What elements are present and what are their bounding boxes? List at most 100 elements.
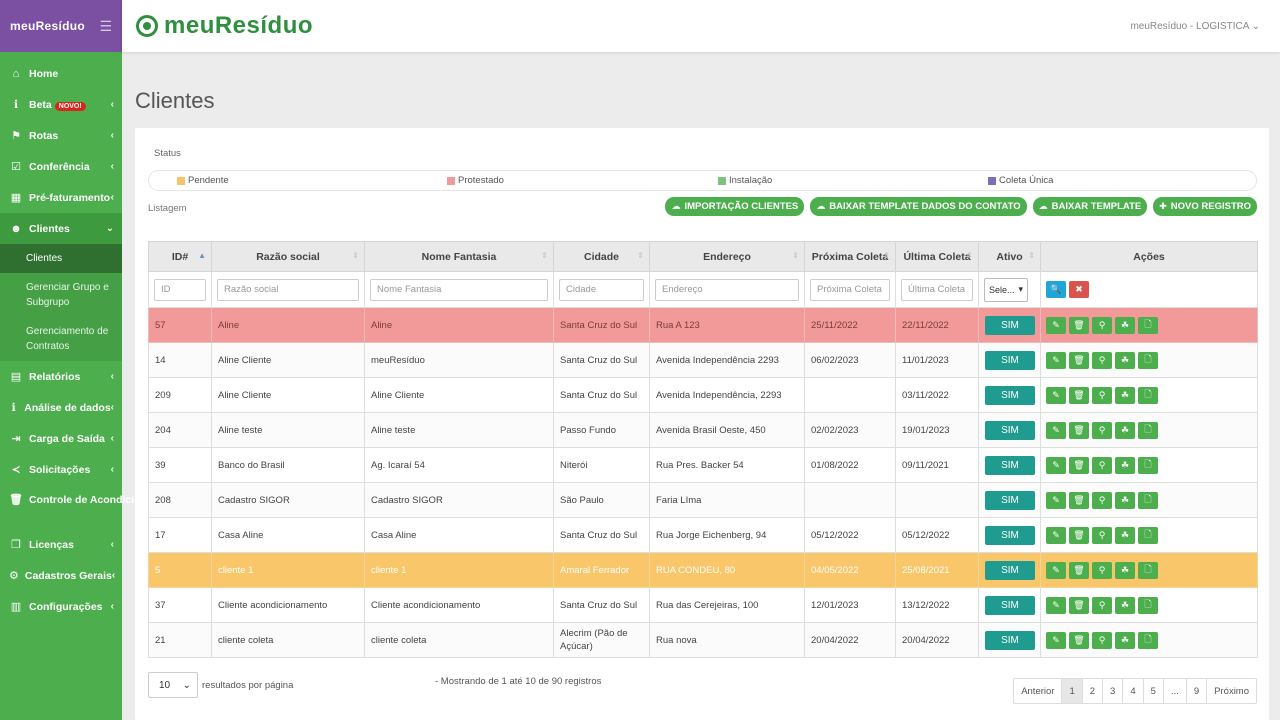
active-toggle-button[interactable]: SIM: [985, 315, 1035, 335]
cidade-filter-input[interactable]: Cidade: [559, 278, 644, 301]
page-button[interactable]: 1: [1062, 679, 1083, 703]
col-ativo[interactable]: Ativo ⇕: [978, 241, 1041, 272]
sidebar-item-relatorios[interactable]: ▤ Relatórios ‹: [10, 370, 114, 384]
active-toggle-button[interactable]: SIM: [985, 385, 1035, 405]
group-button[interactable]: ☘: [1115, 631, 1135, 649]
edit-button[interactable]: ✎: [1046, 491, 1066, 509]
new-record-button[interactable]: ✚ NOVO REGISTRO: [1153, 197, 1257, 216]
table-row[interactable]: 57 Aline Aline Santa Cruz do Sul Rua A 123 25…: [148, 307, 1258, 343]
edit-button[interactable]: ✎: [1046, 386, 1066, 404]
sidebar-item-solicitacoes[interactable]: ≺ Solicitações ‹: [0, 454, 122, 485]
sidebar-item-rotas[interactable]: ⚑ Rotas ‹: [0, 120, 122, 151]
edit-button[interactable]: ✎: [1046, 421, 1066, 439]
top-logo[interactable]: meuResíduo: [136, 12, 313, 40]
group-button[interactable]: ☘: [1115, 386, 1135, 404]
edit-button[interactable]: ✎: [1046, 561, 1066, 579]
ultima-filter-input[interactable]: Última Coleta: [901, 278, 973, 301]
table-row[interactable]: 204 Aline teste Aline teste Passo Fundo Aven…: [148, 412, 1258, 448]
edit-button[interactable]: ✎: [1046, 456, 1066, 474]
location-button[interactable]: ⚲: [1092, 386, 1112, 404]
document-button[interactable]: 🗋: [1138, 351, 1158, 369]
document-button[interactable]: 🗋: [1138, 491, 1158, 509]
location-button[interactable]: ⚲: [1092, 631, 1112, 649]
import-clients-button[interactable]: ☁ IMPORTAÇÃO CLIENTES: [665, 197, 805, 216]
document-button[interactable]: 🗋: [1138, 456, 1158, 474]
col-cidade[interactable]: Cidade ⇕: [553, 241, 650, 272]
sidebar-item-conferencia[interactable]: ☑ Conferência ‹: [0, 151, 122, 182]
delete-button[interactable]: 🗑: [1069, 491, 1089, 509]
active-toggle-button[interactable]: SIM: [985, 455, 1035, 475]
document-button[interactable]: 🗋: [1138, 421, 1158, 439]
fantasia-filter-input[interactable]: Nome Fantasia: [370, 278, 548, 301]
group-button[interactable]: ☘: [1115, 351, 1135, 369]
group-button[interactable]: ☘: [1115, 561, 1135, 579]
download-template-button[interactable]: ☁ BAIXAR TEMPLATE: [1032, 197, 1148, 216]
table-row[interactable]: 37 Cliente acondicionamento Cliente acondi…: [148, 587, 1258, 623]
table-row[interactable]: 209 Aline Cliente Aline Cliente Santa Cruz …: [148, 377, 1258, 413]
search-button[interactable]: 🔍: [1046, 281, 1066, 298]
delete-button[interactable]: 🗑: [1069, 526, 1089, 544]
id-filter-input[interactable]: ID: [154, 278, 206, 301]
page-button[interactable]: 9: [1187, 679, 1208, 703]
table-row[interactable]: 17 Casa Aline Casa Aline Santa Cruz do Sul R…: [148, 517, 1258, 553]
location-button[interactable]: ⚲: [1092, 456, 1112, 474]
active-toggle-button[interactable]: SIM: [985, 630, 1035, 650]
sidebar-item-pre-faturamento[interactable]: ▦ Pré-faturamento ‹: [10, 191, 114, 205]
delete-button[interactable]: 🗑: [1069, 351, 1089, 369]
page-button[interactable]: ...: [1164, 679, 1187, 703]
page-button[interactable]: 2: [1083, 679, 1104, 703]
edit-button[interactable]: ✎: [1046, 351, 1066, 369]
group-button[interactable]: ☘: [1115, 421, 1135, 439]
sidebar-item-beta[interactable]: ℹ Beta NOVO! ‹: [0, 89, 122, 120]
sidebar-item-licencas[interactable]: ❐ Licenças ‹: [0, 529, 122, 560]
ativo-filter-select[interactable]: Sele... ▾: [984, 277, 1028, 302]
table-row[interactable]: 21 cliente coleta cliente coleta Alecrim (P…: [148, 622, 1258, 658]
edit-button[interactable]: ✎: [1046, 316, 1066, 334]
table-row[interactable]: 208 Cadastro SIGOR Cadastro SIGOR São Paulo…: [148, 482, 1258, 518]
active-toggle-button[interactable]: SIM: [985, 560, 1035, 580]
delete-button[interactable]: 🗑: [1069, 421, 1089, 439]
group-button[interactable]: ☘: [1115, 596, 1135, 614]
page-button[interactable]: Anterior: [1014, 679, 1063, 703]
document-button[interactable]: 🗋: [1138, 526, 1158, 544]
sidebar-item-clientes[interactable]: ☻ Clientes ⌄: [0, 213, 122, 244]
table-row[interactable]: 5 cliente 1 cliente 1 Amaral Ferrador RUA CO…: [148, 552, 1258, 588]
delete-button[interactable]: 🗑: [1069, 561, 1089, 579]
delete-button[interactable]: 🗑: [1069, 456, 1089, 474]
edit-button[interactable]: ✎: [1046, 526, 1066, 544]
table-row[interactable]: 39 Banco do Brasil Ag. Icaraí 54 Niterói Rua…: [148, 447, 1258, 483]
location-button[interactable]: ⚲: [1092, 421, 1112, 439]
document-button[interactable]: 🗋: [1138, 596, 1158, 614]
page-size-select[interactable]: 10 ⌄: [148, 672, 198, 698]
user-menu[interactable]: meuResíduo - LOGISTICA ⌄: [1130, 20, 1260, 32]
sidebar-item-home[interactable]: ⌂ Home: [0, 58, 122, 89]
download-contact-template-button[interactable]: ☁ BAIXAR TEMPLATE DADOS DO CONTATO: [810, 197, 1027, 216]
sidebar-item-configuracoes[interactable]: ▥ Configurações ‹: [10, 600, 114, 614]
document-button[interactable]: 🗋: [1138, 386, 1158, 404]
col-endereco[interactable]: Endereço ⇕: [649, 241, 805, 272]
col-nome-fantasia[interactable]: Nome Fantasia ⇕: [364, 241, 554, 272]
page-button[interactable]: 4: [1123, 679, 1144, 703]
sidebar-item-cadastros[interactable]: ⚙ Cadastros Gerais ‹: [9, 569, 116, 583]
sidebar-logo[interactable]: meuResíduo: [10, 19, 86, 33]
col-id[interactable]: ID# ▲: [148, 241, 212, 272]
active-toggle-button[interactable]: SIM: [985, 525, 1035, 545]
table-row[interactable]: 14 Aline Cliente meuResíduo Santa Cruz do S…: [148, 342, 1258, 378]
endereco-filter-input[interactable]: Endereço: [655, 278, 799, 301]
document-button[interactable]: 🗋: [1138, 561, 1158, 579]
group-button[interactable]: ☘: [1115, 491, 1135, 509]
proxima-filter-input[interactable]: Próxima Coleta: [810, 278, 890, 301]
delete-button[interactable]: 🗑: [1069, 386, 1089, 404]
col-razao-social[interactable]: Razão social ⇕: [211, 241, 365, 272]
submenu-item-contratos[interactable]: Gerenciamento de Contratos: [26, 326, 109, 352]
document-button[interactable]: 🗋: [1138, 316, 1158, 334]
page-button[interactable]: Próximo: [1214, 685, 1249, 697]
group-button[interactable]: ☘: [1115, 316, 1135, 334]
active-toggle-button[interactable]: SIM: [985, 350, 1035, 370]
location-button[interactable]: ⚲: [1092, 596, 1112, 614]
group-button[interactable]: ☘: [1115, 526, 1135, 544]
delete-button[interactable]: 🗑: [1069, 596, 1089, 614]
delete-button[interactable]: 🗑: [1069, 316, 1089, 334]
submenu-item-clientes[interactable]: Clientes: [0, 244, 122, 273]
sidebar-item-acondicionamento[interactable]: 🗑Controle de Acondicionamento‹: [0, 485, 188, 529]
